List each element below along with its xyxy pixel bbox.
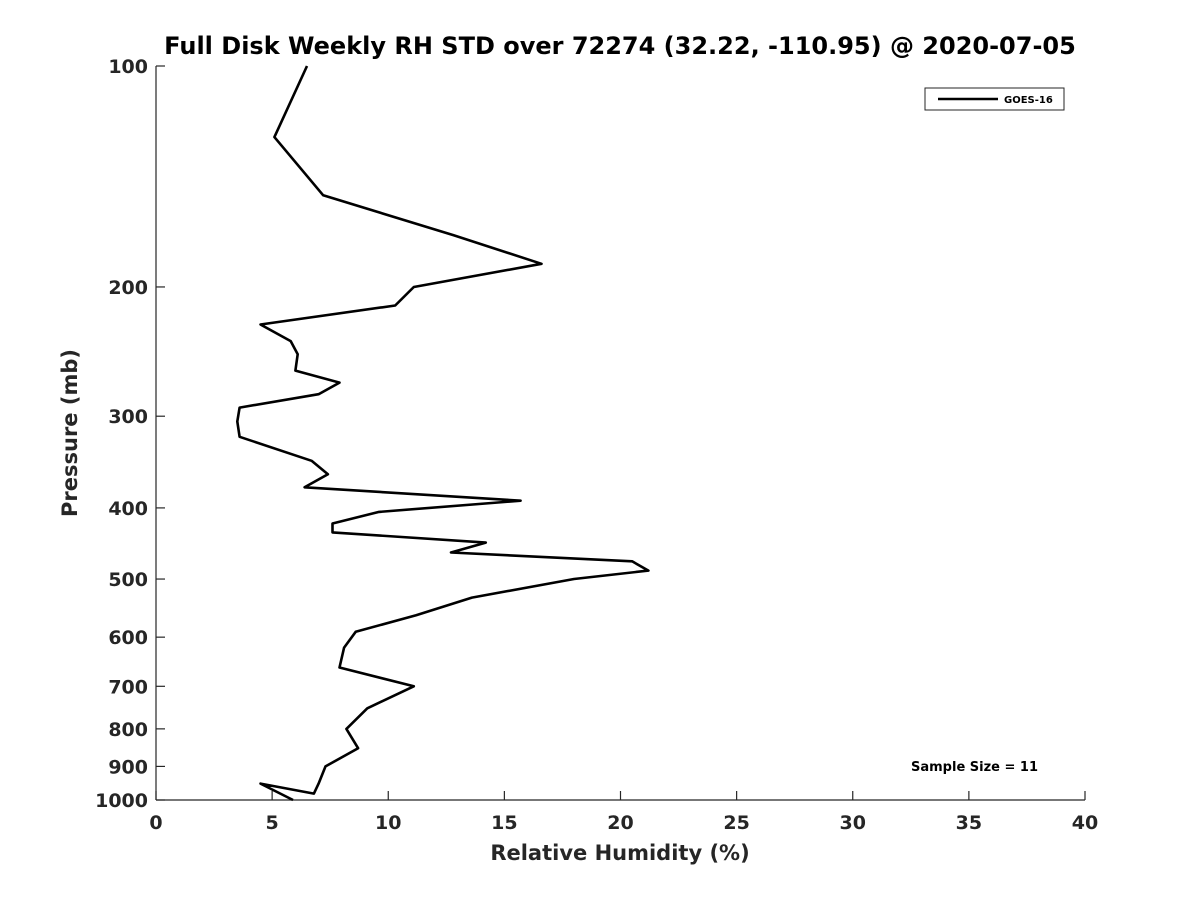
x-axis-label: Relative Humidity (%) [490,841,749,865]
y-tick-label: 1000 [95,790,148,812]
y-tick-label: 700 [108,676,148,698]
x-tick-label: 30 [840,812,866,834]
legend: GOES-16 [924,87,1065,111]
x-tick-label: 35 [956,812,982,834]
y-tick-label: 400 [108,498,148,520]
x-tick-label: 15 [491,812,517,834]
y-ticks: 100 200 300 400 500 600 700 800 900 1000 [95,56,165,812]
y-axis-label: Pressure (mb) [58,349,82,517]
y-tick-label: 500 [108,569,148,591]
y-tick-label: 200 [108,277,148,299]
series-layer [236,65,650,802]
y-tick-label: 100 [108,56,148,78]
sample-size-annotation: Sample Size = 11 [911,760,1038,775]
legend-label-goes-16: GOES-16 [1004,95,1053,106]
y-tick-label: 300 [108,406,148,428]
series-line-goes-16 [236,65,650,802]
chart-title: Full Disk Weekly RH STD over 72274 (32.2… [164,32,1076,60]
x-tick-label: 40 [1072,812,1098,834]
x-tick-label: 25 [723,812,749,834]
y-tick-label: 900 [108,756,148,778]
x-tick-label: 20 [607,812,633,834]
x-tick-label: 10 [375,812,401,834]
x-tick-label: 0 [149,812,162,834]
y-tick-label: 800 [108,719,148,741]
x-tick-label: 5 [266,812,279,834]
x-ticks: 0 5 10 15 20 25 30 35 40 [149,791,1098,834]
y-tick-label: 600 [108,627,148,649]
